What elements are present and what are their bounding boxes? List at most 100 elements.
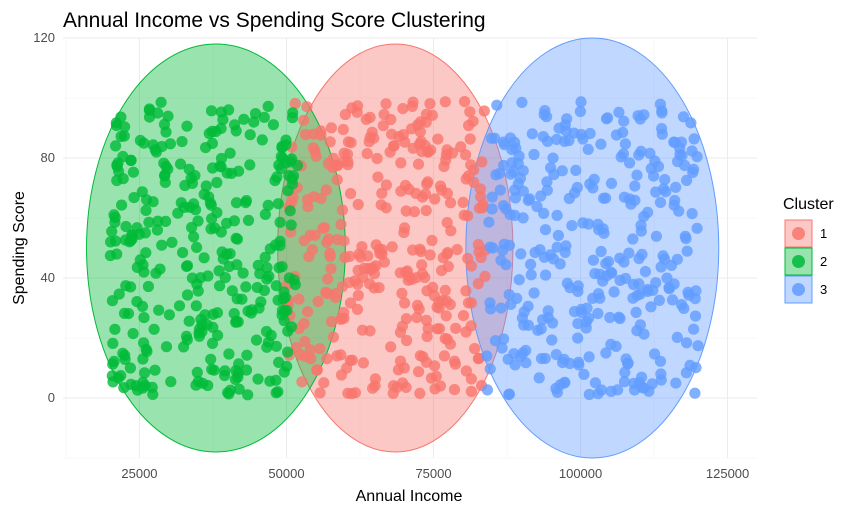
data-point xyxy=(335,349,347,361)
data-point xyxy=(336,204,348,216)
data-point xyxy=(139,380,151,392)
data-point xyxy=(331,159,344,172)
data-point xyxy=(325,316,338,328)
data-point xyxy=(252,259,264,271)
data-point xyxy=(522,300,534,312)
data-point xyxy=(465,260,477,272)
data-point xyxy=(670,377,682,389)
data-point xyxy=(485,303,497,315)
data-point xyxy=(211,307,223,319)
data-point xyxy=(676,150,688,162)
data-point xyxy=(422,322,434,335)
data-point xyxy=(533,372,545,384)
chart-title: Annual Income vs Spending Score Clusteri… xyxy=(63,9,486,32)
data-point xyxy=(120,220,132,233)
data-point xyxy=(681,245,693,257)
data-point xyxy=(386,241,398,253)
data-point xyxy=(515,248,527,260)
data-point xyxy=(460,285,472,297)
data-point xyxy=(670,181,682,193)
data-point xyxy=(172,207,184,219)
data-point xyxy=(563,134,575,147)
x-tick-label: 125000 xyxy=(706,466,749,481)
data-point xyxy=(395,157,407,169)
data-point xyxy=(419,188,432,200)
data-point xyxy=(219,369,231,382)
data-point xyxy=(580,322,592,334)
data-point xyxy=(191,241,203,253)
data-point xyxy=(572,332,584,344)
data-point xyxy=(183,315,195,327)
data-point xyxy=(391,381,403,393)
data-point xyxy=(600,347,612,359)
series-2-points xyxy=(104,96,304,401)
data-point xyxy=(681,337,693,349)
data-point xyxy=(442,247,454,259)
data-point xyxy=(455,141,467,153)
data-point xyxy=(285,219,297,231)
data-point xyxy=(138,266,150,278)
data-point xyxy=(181,260,194,272)
data-point xyxy=(517,347,529,359)
data-point xyxy=(438,161,450,173)
data-point xyxy=(346,388,358,400)
data-point xyxy=(308,191,320,203)
data-point xyxy=(588,173,600,185)
legend: Cluster 1 2 3 xyxy=(783,196,834,304)
data-point xyxy=(116,199,128,211)
data-point xyxy=(262,100,274,112)
data-point xyxy=(156,239,168,251)
data-point xyxy=(615,151,627,163)
data-point xyxy=(469,343,481,355)
data-point xyxy=(233,383,245,395)
data-point xyxy=(119,353,131,365)
data-point xyxy=(659,174,671,186)
data-point xyxy=(286,112,299,124)
data-point xyxy=(131,296,143,308)
data-point xyxy=(324,136,336,148)
data-point xyxy=(375,199,387,211)
data-point xyxy=(569,187,581,199)
data-point xyxy=(551,241,563,253)
data-point xyxy=(647,284,659,296)
data-point xyxy=(498,136,510,148)
data-point xyxy=(485,132,497,144)
data-point xyxy=(496,342,508,354)
data-point xyxy=(610,129,623,141)
data-point xyxy=(226,285,238,297)
data-point xyxy=(301,101,313,113)
data-point xyxy=(653,294,666,306)
data-point xyxy=(107,337,119,349)
data-point xyxy=(512,178,524,190)
data-point xyxy=(420,205,432,217)
data-point xyxy=(432,133,444,145)
data-point xyxy=(317,222,329,234)
data-point xyxy=(338,147,350,159)
data-point xyxy=(583,351,595,363)
data-point xyxy=(557,356,569,369)
series-1-points xyxy=(282,96,492,400)
data-point xyxy=(669,194,681,207)
data-point xyxy=(385,341,397,353)
data-point xyxy=(183,163,195,175)
data-point xyxy=(416,259,428,271)
data-point xyxy=(520,357,532,369)
data-point xyxy=(138,312,150,324)
data-point xyxy=(249,108,262,120)
data-point xyxy=(153,304,165,316)
data-point xyxy=(394,326,406,338)
data-point xyxy=(205,105,218,117)
data-point xyxy=(656,123,668,135)
data-point xyxy=(605,177,618,189)
data-point xyxy=(113,288,125,300)
data-point xyxy=(335,313,347,325)
data-point xyxy=(154,263,166,275)
data-point xyxy=(484,363,496,375)
data-point xyxy=(304,344,316,356)
data-point xyxy=(373,243,385,255)
data-point xyxy=(342,156,354,168)
data-point xyxy=(618,115,630,127)
data-point xyxy=(669,136,681,149)
data-point xyxy=(260,325,273,338)
data-point xyxy=(413,303,425,315)
